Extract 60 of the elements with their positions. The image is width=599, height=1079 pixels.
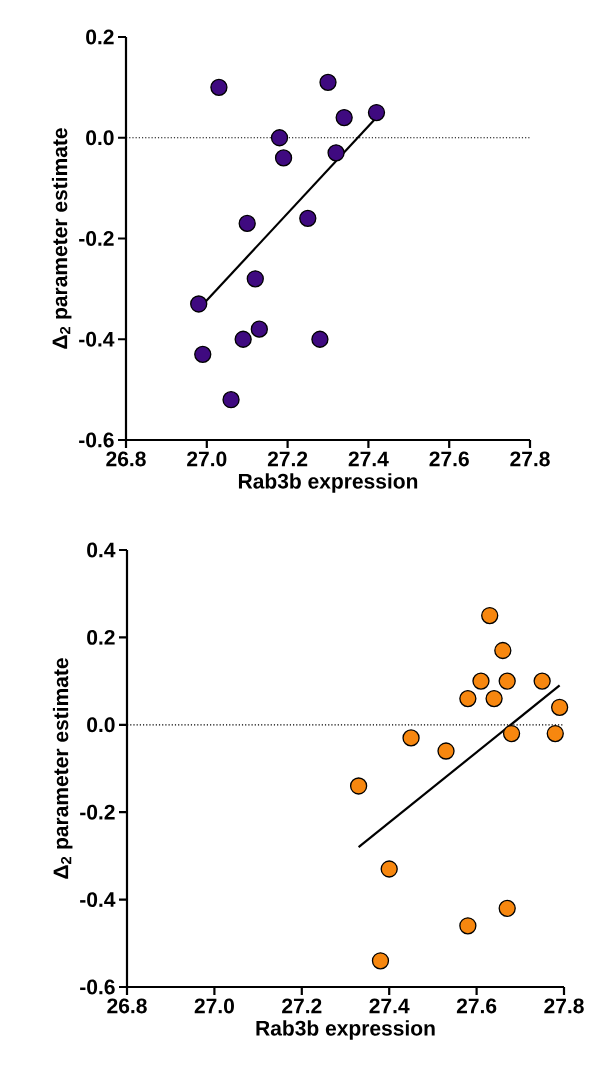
point [485, 689, 503, 708]
point [367, 103, 386, 122]
y-axis-title: Δ$_{2}$ parameter estimate [51, 128, 72, 349]
point [335, 108, 353, 127]
point [270, 129, 289, 147]
y-tick-label: 0.2 [86, 29, 114, 45]
point [533, 672, 551, 690]
x-tick-label: 27.4 [369, 998, 410, 1014]
x-tick-label: 27.4 [348, 451, 389, 467]
y-axis-title: Δ$_{2}$ parameter estimate [52, 658, 73, 879]
y-tick-label: -0.6 [79, 432, 114, 448]
y-tick-label: -0.6 [80, 979, 115, 995]
point [194, 345, 212, 364]
point [481, 606, 499, 625]
x-tick-label: 27.0 [194, 998, 234, 1014]
point [550, 698, 569, 716]
y-tick-label: -0.4 [79, 331, 115, 347]
point [498, 672, 516, 690]
x-axis-title: Rab3b expression [238, 473, 418, 493]
y-tick-label: 0.0 [87, 717, 115, 733]
point [238, 214, 256, 233]
x-tick-label: 26.8 [107, 998, 147, 1014]
point [437, 742, 455, 760]
x-tick-label: 27.0 [187, 451, 227, 467]
x-axis-title: Rab3b expression [256, 1020, 435, 1040]
y-tick-label: 0.0 [86, 130, 114, 146]
point [349, 777, 368, 795]
y-tick-label: -0.4 [80, 892, 116, 908]
point [234, 330, 252, 348]
x-tick-label: 27.8 [544, 998, 584, 1014]
point [402, 729, 420, 747]
x-tick-label: 27.2 [282, 998, 322, 1014]
y-tick-label: -0.2 [79, 231, 114, 246]
point [327, 144, 345, 162]
y-tick-label: 0.4 [87, 542, 116, 558]
point [319, 73, 337, 91]
point [494, 641, 512, 660]
point [210, 78, 228, 97]
point [190, 295, 208, 313]
point [246, 270, 264, 288]
point [459, 689, 477, 708]
point [498, 899, 516, 917]
point [546, 724, 564, 743]
x-tick-label: 26.8 [106, 451, 146, 467]
point [459, 917, 477, 935]
point [299, 209, 317, 227]
point [502, 724, 521, 743]
y-tick-label: 0.2 [87, 629, 115, 645]
x-tick-label: 27.6 [456, 998, 497, 1014]
x-tick-label: 27.8 [510, 451, 550, 467]
point [222, 391, 240, 409]
point [311, 330, 329, 348]
point [371, 952, 390, 970]
point [380, 860, 398, 878]
point [250, 320, 268, 338]
x-tick-label: 27.2 [267, 451, 308, 467]
point [472, 672, 490, 690]
point [274, 149, 293, 167]
x-tick-label: 27.6 [429, 451, 469, 467]
y-tick-label: -0.2 [80, 804, 115, 820]
